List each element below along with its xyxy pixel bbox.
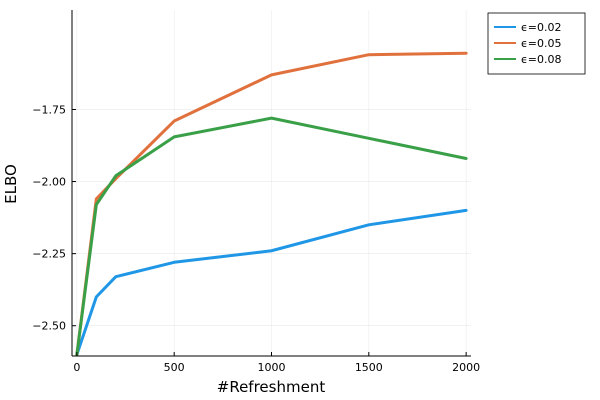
x-tick-label: 0 <box>73 361 80 374</box>
x-tick-label: 1500 <box>355 361 383 374</box>
axes <box>71 10 471 357</box>
y-tick-label: −1.75 <box>32 103 66 116</box>
legend-label: ϵ=0.02 <box>521 21 561 34</box>
grid-lines <box>72 10 471 356</box>
legend-label: ϵ=0.08 <box>521 53 561 66</box>
legend: ϵ=0.02 ϵ=0.05 ϵ=0.08 <box>487 12 586 75</box>
y-axis-label: ELBO <box>2 164 20 204</box>
x-tick-label: 2000 <box>452 361 480 374</box>
y-tick-label: −2.25 <box>32 248 66 261</box>
y-tick-label: −2.00 <box>32 176 66 189</box>
y-tick-label: −2.50 <box>32 320 66 333</box>
legend-label: ϵ=0.05 <box>521 37 561 50</box>
series-line-2 <box>75 51 468 357</box>
x-tick-label: 1000 <box>258 361 286 374</box>
series-layer <box>75 51 468 357</box>
tick-labels: 0 500 1000 1500 2000 −2.50 −2.25 −2.00 −1.75 <box>32 103 480 374</box>
series-line-1 <box>75 208 468 357</box>
x-tick-label: 500 <box>164 361 185 374</box>
x-axis-label: #Refreshment <box>217 378 326 396</box>
series-line-3 <box>75 116 468 357</box>
